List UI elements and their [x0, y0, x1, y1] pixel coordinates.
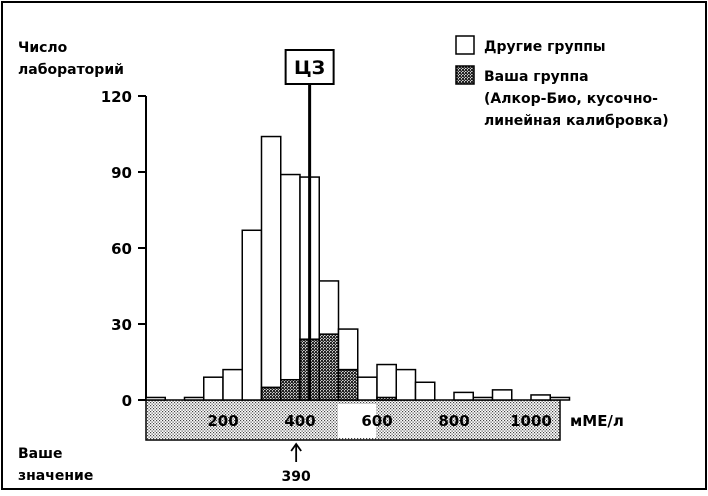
x-axis-band-gap	[338, 404, 376, 438]
bar-other-groups	[530, 394, 551, 401]
bar-other-groups	[260, 135, 282, 401]
reference-label: ЦЗ	[294, 57, 325, 79]
legend-swatch-yours	[455, 65, 475, 85]
reference-label-box	[284, 49, 335, 85]
y-axis-label-line-2: лабораторий	[18, 62, 124, 78]
x-tick-label: 200	[207, 412, 238, 430]
bar-other-groups	[222, 368, 243, 401]
x-tick-label: 800	[438, 412, 469, 430]
legend-label-other: Другие группы	[484, 39, 606, 55]
bar-your-group	[318, 333, 340, 401]
bar-your-group	[337, 368, 359, 401]
bar-other-groups	[183, 396, 205, 401]
y-tick-label: 0	[122, 392, 132, 410]
legend-label-yours: Ваша группа	[484, 69, 589, 85]
your-value-label-line-2: значение	[18, 468, 93, 484]
bar-your-group	[376, 396, 397, 401]
bar-other-groups	[549, 396, 571, 401]
bar-other-groups	[280, 173, 301, 401]
bar-other-groups	[357, 376, 378, 401]
bar-other-groups	[203, 376, 224, 401]
bar-other-groups	[145, 396, 166, 401]
bar-your-group	[260, 386, 282, 401]
x-axis-unit: мМЕ/л	[570, 412, 624, 430]
legend-label-yours-line-2: (Алкор-Био, кусочно-	[484, 91, 658, 107]
y-tick-label: 90	[111, 164, 132, 182]
x-tick-label: 1000	[510, 412, 552, 430]
bar-other-groups	[491, 389, 513, 401]
bar-other-groups	[376, 363, 397, 401]
your-value-arrow	[290, 442, 302, 462]
bar-other-groups	[395, 368, 417, 401]
y-tick-label: 60	[111, 240, 132, 258]
x-tick-label: 600	[361, 412, 392, 430]
bar-other-groups	[414, 381, 436, 401]
y-axis-label-line-1: Число	[18, 40, 68, 56]
bar-other-groups	[453, 391, 474, 401]
your-value-label-line-1: Ваше	[18, 446, 62, 462]
legend-swatch-other	[455, 35, 475, 55]
y-tick-label: 30	[111, 316, 132, 334]
legend-label-yours-line-3: линейная калибровка)	[484, 113, 669, 129]
bar-other-groups	[472, 396, 494, 401]
x-tick-label: 400	[284, 412, 315, 430]
your-value-number: 390	[282, 469, 311, 485]
bar-your-group	[280, 378, 301, 401]
y-tick-label: 120	[101, 88, 132, 106]
bar-other-groups	[241, 229, 263, 401]
